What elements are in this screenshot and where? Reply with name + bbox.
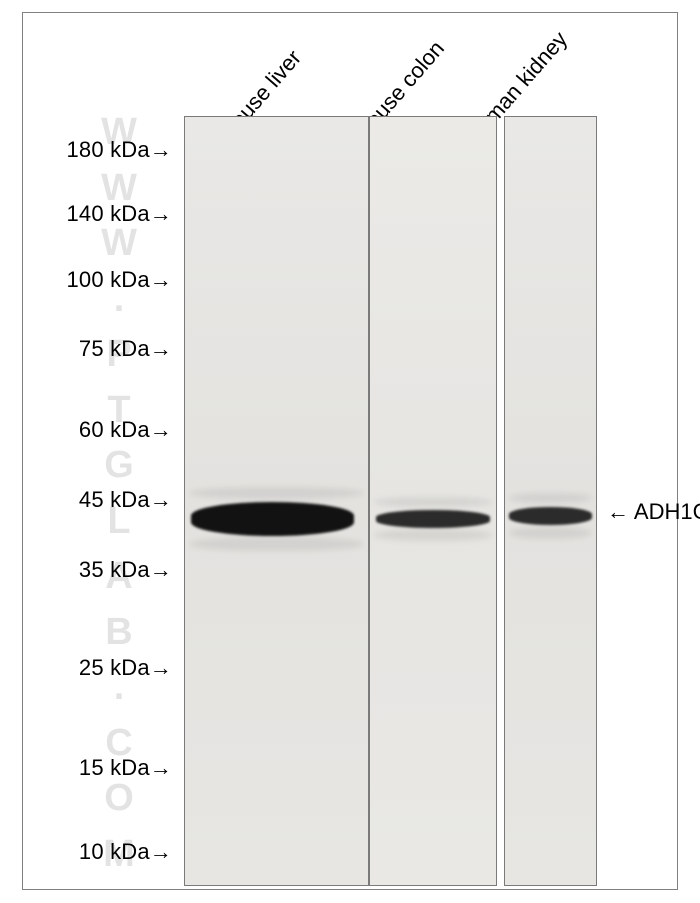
band-smear: [509, 527, 592, 539]
blot-lane: [504, 116, 597, 886]
protein-band: [191, 502, 354, 536]
marker-label: 25 kDa→: [32, 655, 172, 681]
marker-label: 15 kDa→: [32, 755, 172, 781]
band-smear: [189, 487, 364, 499]
band-smear: [374, 529, 492, 541]
target-text: ADH1C: [634, 499, 700, 524]
figure-frame: WWW.PTGLAB.COM 180 kDa→140 kDa→100 kDa→7…: [22, 12, 678, 890]
marker-label: 60 kDa→: [32, 417, 172, 443]
marker-label: 45 kDa→: [32, 487, 172, 513]
band-smear: [374, 497, 492, 507]
watermark-char: W: [59, 224, 179, 262]
target-band-label: ← ADH1C: [607, 499, 700, 525]
marker-label: 10 kDa→: [32, 839, 172, 865]
marker-label: 35 kDa→: [32, 557, 172, 583]
band-smear: [189, 537, 364, 551]
marker-label: 180 kDa→: [32, 137, 172, 163]
watermark-char: O: [59, 779, 179, 817]
blot-lane: [184, 116, 369, 886]
band-smear: [509, 493, 592, 503]
target-arrow: ←: [607, 499, 629, 524]
marker-label: 140 kDa→: [32, 201, 172, 227]
protein-band: [509, 507, 592, 525]
watermark-char: B: [59, 613, 179, 651]
blot-area: [184, 116, 597, 886]
marker-label: 75 kDa→: [32, 336, 172, 362]
watermark-char: G: [59, 446, 179, 484]
protein-band: [376, 510, 490, 528]
blot-lane: [369, 116, 497, 886]
marker-label: 100 kDa→: [32, 267, 172, 293]
